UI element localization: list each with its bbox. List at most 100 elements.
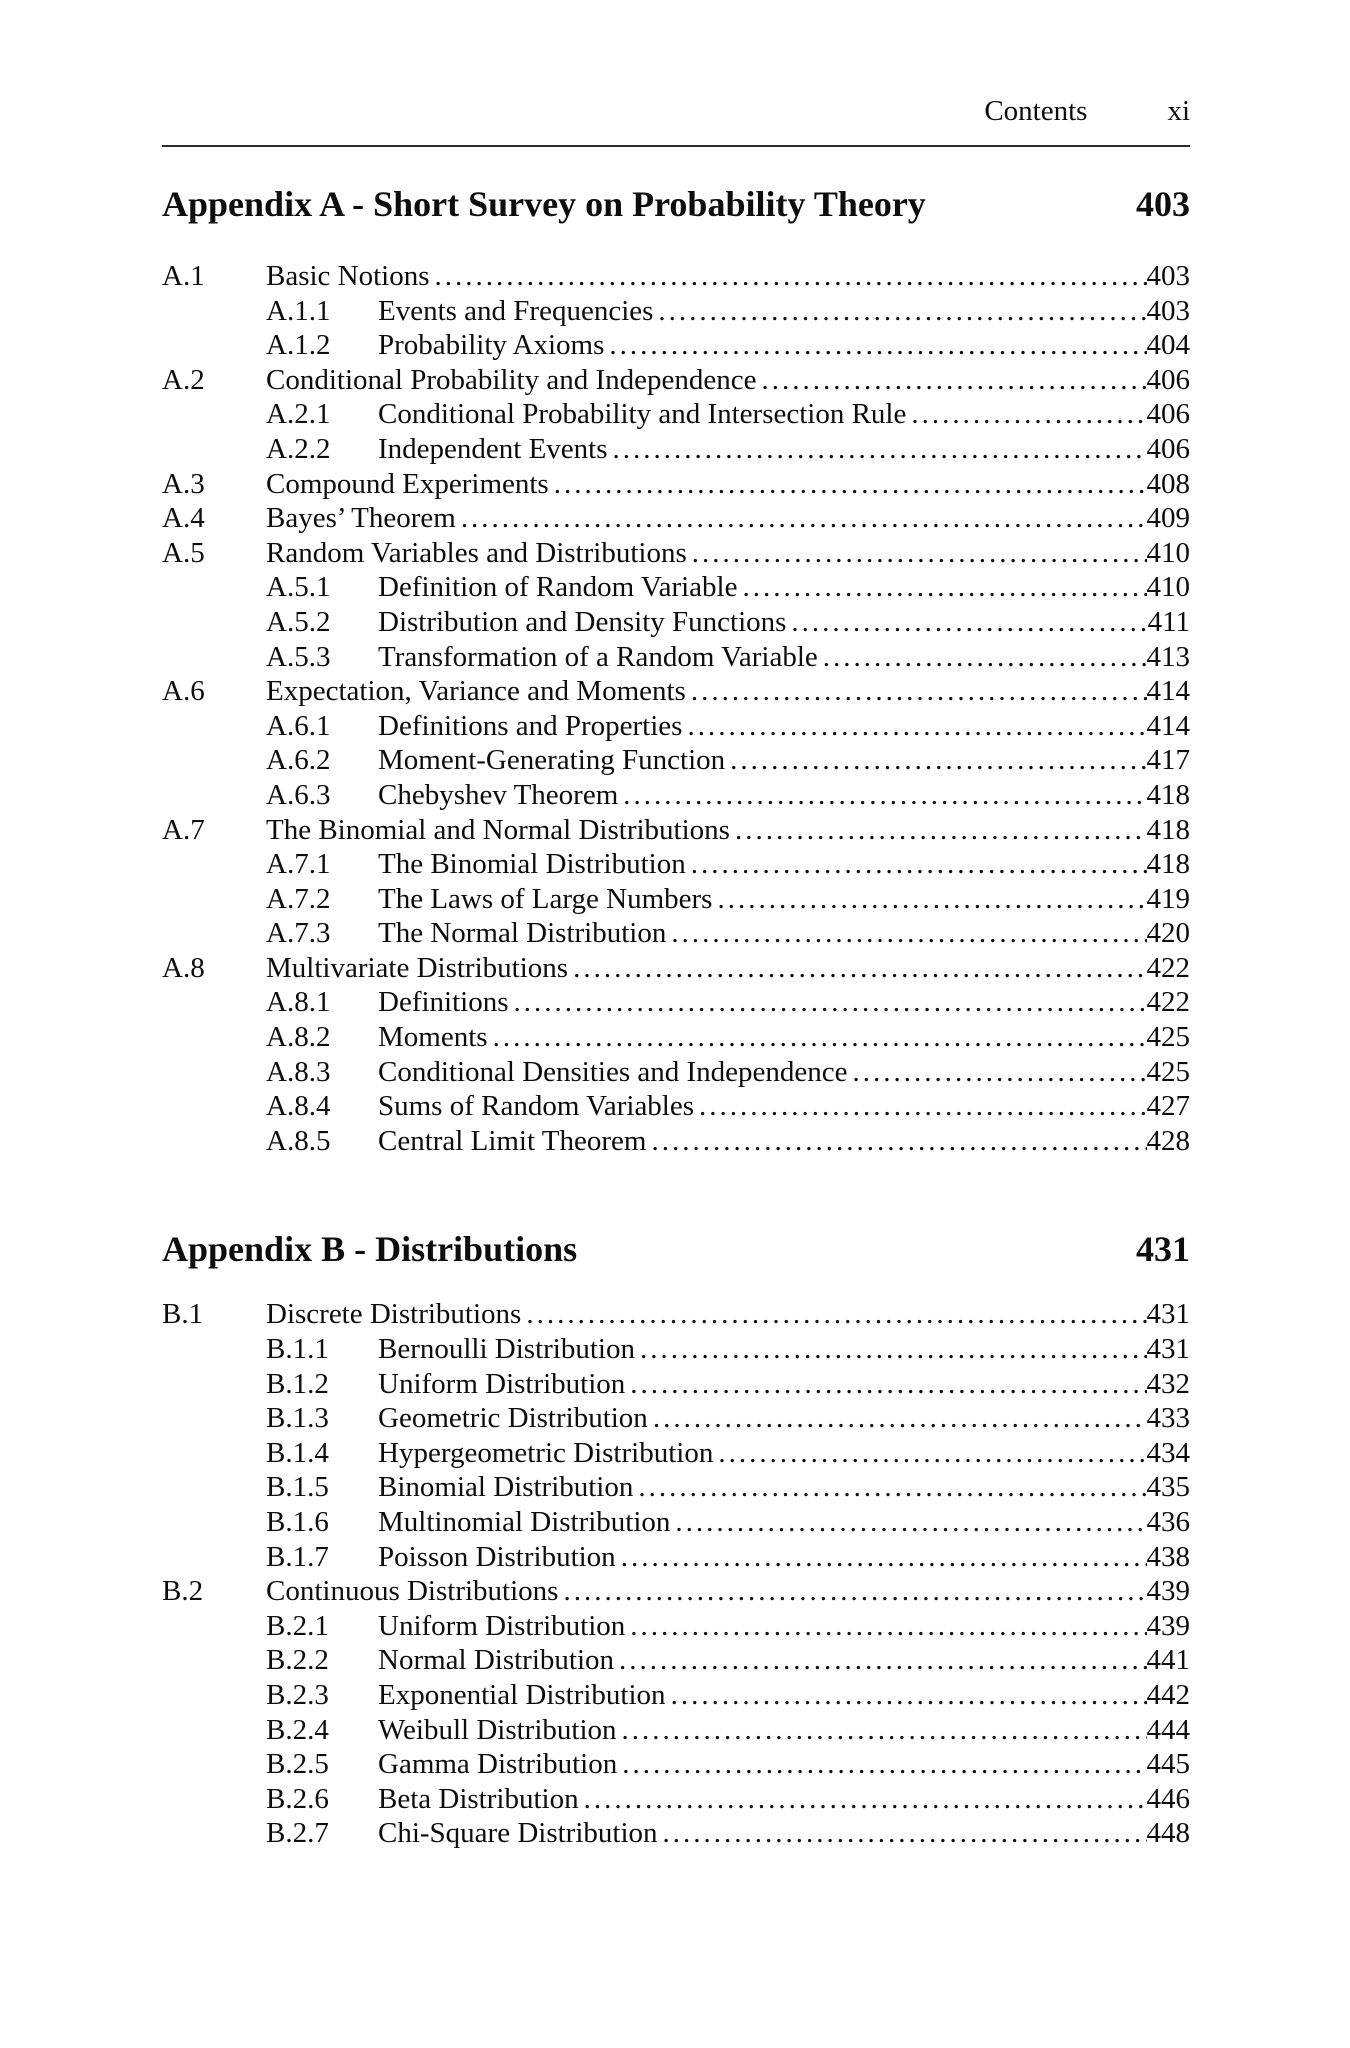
toc-entry: B.1.2 Uniform Distribution 432	[162, 1367, 1190, 1402]
entry-title: Distribution and Density Functions	[378, 605, 787, 638]
toc-entry: A.2.2 Independent Events 406	[162, 432, 1190, 467]
dot-leader	[430, 259, 1147, 294]
dot-leader	[633, 1470, 1146, 1505]
entry-subnumber: B.1.1	[266, 1333, 329, 1366]
entry-title: Definitions and Properties	[378, 709, 683, 742]
section-heading: Appendix B - Distributions 431	[162, 1227, 1190, 1271]
entry-page: 411	[1147, 605, 1190, 638]
entry-title: Bayes’ Theorem	[266, 502, 456, 535]
entry-title: Poisson Distribution	[378, 1540, 616, 1573]
section-appendix-b: Appendix B - Distributions 431 B.1 Discre…	[162, 1227, 1190, 1851]
entry-subnumber: B.2.4	[266, 1713, 329, 1746]
entry-title: Conditional Probability and Intersection…	[378, 398, 907, 431]
entry-page: 417	[1146, 744, 1191, 777]
toc-entry: A.7.1 The Binomial Distribution 418	[162, 847, 1190, 882]
entry-page: 425	[1146, 1021, 1191, 1054]
entry-page: 422	[1146, 986, 1191, 1019]
dot-leader	[694, 1089, 1146, 1124]
toc-entry: A.6 Expectation, Variance and Moments 414	[162, 674, 1190, 709]
entry-number: A.7	[162, 813, 205, 846]
entry-subnumber: B.1.4	[266, 1436, 329, 1469]
dot-leader	[635, 1332, 1147, 1367]
entry-page: 434	[1146, 1436, 1191, 1469]
dot-leader	[617, 1747, 1146, 1782]
entry-title: Definitions	[378, 986, 509, 1019]
entry-title: Definition of Random Variable	[378, 571, 738, 604]
section-heading-title: Appendix B - Distributions	[162, 1229, 578, 1270]
entry-page: 410	[1146, 536, 1191, 569]
dot-leader	[756, 363, 1146, 398]
entry-page: 406	[1146, 363, 1191, 396]
toc-entry: A.3 Compound Experiments 408	[162, 467, 1190, 502]
running-header-title: Contents	[984, 95, 1088, 127]
entry-page: 403	[1146, 260, 1191, 292]
running-header: Contents xi	[162, 95, 1190, 127]
section-heading-page: 403	[1136, 184, 1190, 224]
dot-leader	[686, 847, 1147, 882]
entry-subnumber: A.7.3	[266, 917, 331, 950]
toc-entry: A.8.4 Sums of Random Variables 427	[162, 1089, 1190, 1124]
entry-number: A.8	[162, 951, 205, 984]
entry-page: 445	[1146, 1748, 1191, 1781]
entry-title: Gamma Distribution	[378, 1748, 618, 1781]
section-heading-page: 431	[1136, 1229, 1190, 1270]
entry-subnumber: A.6.2	[266, 744, 331, 777]
dot-leader	[730, 813, 1147, 848]
entry-subnumber: A.6.1	[266, 709, 331, 742]
dot-leader	[848, 1055, 1147, 1090]
toc-list: A.1 Basic Notions 403 A.1.1 Events and Frequ…	[162, 259, 1190, 1158]
entry-number: A.2	[162, 363, 205, 396]
entry-page: 419	[1146, 882, 1191, 915]
entry-page: 418	[1146, 813, 1191, 846]
entry-page: 420	[1146, 917, 1191, 950]
entry-title: Central Limit Theorem	[378, 1124, 647, 1157]
section-heading-title: Appendix A - Short Survey on Probability…	[162, 184, 926, 224]
entry-page: 418	[1146, 848, 1191, 881]
entry-page: 432	[1146, 1367, 1191, 1400]
entry-subnumber: B.1.6	[266, 1506, 329, 1538]
entry-subnumber: A.7.1	[266, 848, 331, 881]
entry-subnumber: B.2.1	[266, 1609, 329, 1642]
dot-leader	[625, 1367, 1146, 1402]
dot-leader	[786, 605, 1147, 640]
toc-entry: B.2.6 Beta Distribution 446	[162, 1782, 1190, 1817]
entry-number: A.6	[162, 675, 205, 708]
toc-entry: B.1.3 Geometric Distribution 433	[162, 1401, 1190, 1436]
entry-page: 406	[1146, 432, 1191, 465]
running-header-page-number: xi	[1167, 95, 1190, 127]
toc-entry: A.2 Conditional Probability and Independe…	[162, 363, 1190, 398]
entry-subnumber: A.2.1	[266, 398, 331, 431]
entry-title: Transformation of a Random Variable	[378, 640, 818, 673]
toc-entry: A.8 Multivariate Distributions 422	[162, 951, 1190, 986]
toc-entry: A.8.5 Central Limit Theorem 428	[162, 1124, 1190, 1159]
toc-entry: A.8.2 Moments 425	[162, 1020, 1190, 1055]
entry-page: 410	[1146, 571, 1191, 604]
dot-leader	[687, 536, 1147, 571]
entry-page: 418	[1146, 778, 1191, 811]
toc-entry: A.6.1 Definitions and Properties 414	[162, 709, 1190, 744]
dot-leader	[579, 1782, 1147, 1817]
dot-leader	[666, 1678, 1147, 1713]
entry-title: Moments	[378, 1021, 488, 1054]
entry-page: 431	[1146, 1333, 1191, 1366]
entry-subnumber: B.2.3	[266, 1678, 329, 1711]
entry-page: 439	[1146, 1575, 1191, 1608]
entry-subnumber: B.2.7	[266, 1817, 329, 1850]
toc-entry: A.5.2 Distribution and Density Functions 4…	[162, 605, 1190, 640]
toc-entry: A.5 Random Variables and Distributions 410	[162, 536, 1190, 571]
entry-page: 431	[1146, 1298, 1191, 1331]
toc-entry: B.1.4 Hypergeometric Distribution 434	[162, 1436, 1190, 1471]
dot-leader	[713, 1436, 1146, 1471]
entry-page: 444	[1146, 1713, 1191, 1746]
entry-page: 408	[1146, 467, 1191, 500]
entry-title: Conditional Densities and Independence	[378, 1055, 848, 1088]
entry-page: 403	[1146, 294, 1191, 327]
entry-title: Compound Experiments	[266, 467, 549, 500]
entry-title: Exponential Distribution	[378, 1678, 666, 1711]
entry-subnumber: B.1.3	[266, 1402, 329, 1435]
toc-entry: A.6.3 Chebyshev Theorem 418	[162, 778, 1190, 813]
dot-leader	[648, 1401, 1147, 1436]
entry-subnumber: A.8.1	[266, 986, 331, 1019]
dot-leader	[658, 1816, 1147, 1851]
